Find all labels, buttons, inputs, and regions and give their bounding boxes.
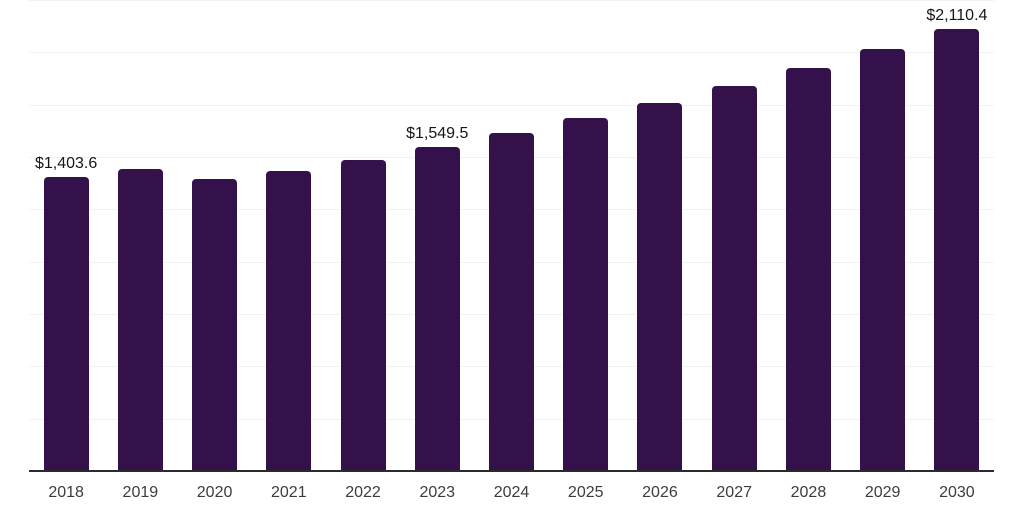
x-tick-label: 2026 [642,484,678,501]
bar-2023 [414,146,460,471]
bar-2019 [117,168,163,471]
bar-value-label: $1,403.6 [34,155,98,173]
bar-2030 [934,29,980,471]
x-tick-label: 2029 [864,484,901,501]
bar-2021 [266,170,312,471]
gridline [29,52,994,54]
x-tick-label: 2018 [48,484,84,501]
x-tick-label: 2025 [567,484,604,501]
bar-value-label: $2,110.4 [926,7,988,25]
x-tick-label: 2024 [493,484,530,501]
x-axis-line [29,470,994,472]
x-tick-label: 2022 [345,484,381,501]
x-tick-label: 2027 [716,484,752,501]
bar-2028 [785,68,831,471]
bar-2027 [711,85,757,471]
bar-2025 [563,118,609,471]
gridline [29,0,994,1]
bar-2026 [637,102,683,471]
x-tick-label: 2028 [790,484,827,501]
plot-area: $1,403.6 $1,549.5 $2,110.4 [29,0,994,471]
x-tick-label: 2020 [196,484,233,501]
x-tick-label: 2023 [419,484,456,501]
gridline [29,104,994,106]
bar-2022 [340,159,386,471]
bar-value-label: $1,549.5 [406,124,469,142]
bar-2020 [192,178,238,471]
bar-2024 [489,132,534,471]
bar-2029 [860,49,906,471]
x-tick-label: 2019 [122,484,159,501]
bar-2018 [43,177,89,471]
x-tick-label: 2021 [271,484,307,501]
x-tick-label: 2030 [939,484,975,501]
